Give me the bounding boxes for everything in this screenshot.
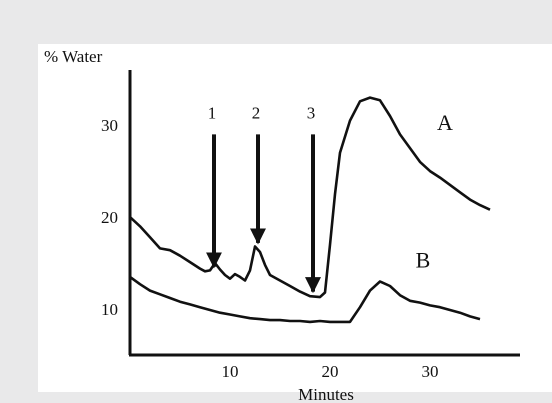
x-axis-label: Minutes [298, 385, 354, 403]
x-tick-label: 30 [422, 362, 439, 381]
y-axis-label: % Water [44, 47, 103, 66]
y-tick-label: 10 [101, 300, 118, 319]
series-A-line [129, 96, 491, 299]
x-tick-label: 10 [222, 362, 239, 381]
plot-panel [38, 44, 552, 392]
series-label-B: B [416, 248, 431, 273]
annotation-label-1: 1 [208, 103, 217, 122]
series-B-line [129, 275, 481, 324]
series-label-A: A [437, 110, 453, 135]
x-tick-label: 20 [322, 362, 339, 381]
annotation-label-2: 2 [252, 103, 261, 122]
y-tick-label: 20 [101, 208, 118, 227]
y-tick-label: 30 [101, 116, 118, 135]
annotation-label-3: 3 [307, 103, 316, 122]
